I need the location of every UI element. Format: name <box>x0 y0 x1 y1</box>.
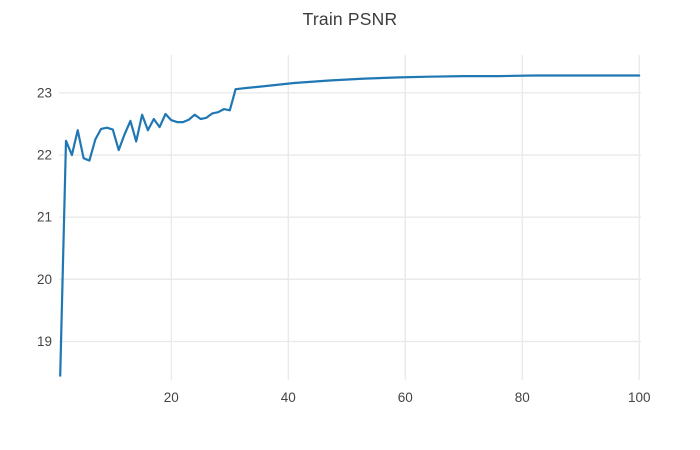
chart-title: Train PSNR <box>302 9 398 29</box>
y-tick-label: 23 <box>37 85 52 100</box>
x-tick-label: 40 <box>281 390 296 405</box>
x-tick-label: 60 <box>398 390 413 405</box>
y-tick-label: 22 <box>37 148 52 163</box>
y-tick-label: 19 <box>37 334 52 349</box>
x-tick-label: 100 <box>628 390 651 405</box>
series-line <box>59 74 641 377</box>
x-tick-label: 20 <box>164 390 179 405</box>
y-tick-label: 20 <box>37 272 52 287</box>
y-tick-label: 21 <box>37 210 52 225</box>
x-tick-label: 80 <box>515 390 530 405</box>
